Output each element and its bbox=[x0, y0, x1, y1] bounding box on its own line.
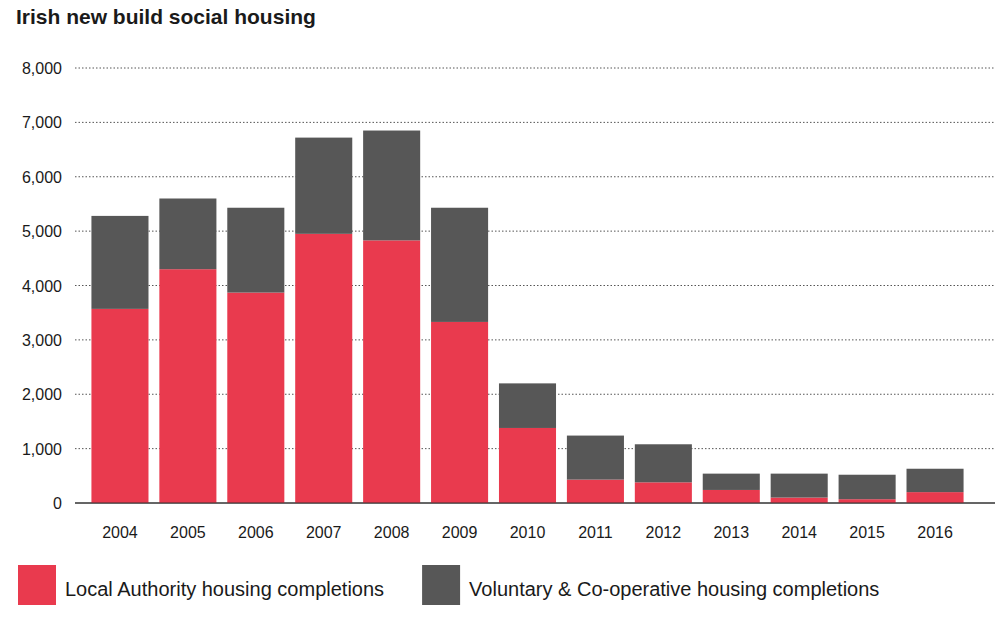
bar bbox=[227, 208, 284, 293]
bar bbox=[363, 240, 420, 503]
grid-line bbox=[75, 68, 995, 69]
chart-container: Irish new build social housing 0 1,000 2,00… bbox=[0, 0, 1000, 624]
bar bbox=[159, 199, 216, 270]
bar bbox=[635, 482, 692, 503]
bar bbox=[907, 469, 964, 492]
x-tick-label: 2013 bbox=[713, 524, 749, 541]
bar bbox=[907, 492, 964, 503]
chart-svg: Irish new build social housing 0 1,000 2,00… bbox=[0, 0, 1000, 624]
grid-line bbox=[75, 503, 995, 504]
bar bbox=[567, 436, 624, 480]
y-tick-label: 0 bbox=[53, 495, 62, 512]
x-tick-label: 2004 bbox=[102, 524, 138, 541]
x-tick-label: 2010 bbox=[510, 524, 546, 541]
bar bbox=[227, 293, 284, 503]
bar bbox=[839, 499, 896, 503]
y-tick-label: 4,000 bbox=[22, 278, 62, 295]
x-tick-label: 2014 bbox=[781, 524, 817, 541]
chart-title: Irish new build social housing bbox=[16, 5, 316, 28]
bar bbox=[839, 475, 896, 499]
bar bbox=[295, 234, 352, 503]
bar bbox=[771, 474, 828, 498]
bar bbox=[499, 428, 556, 503]
bar bbox=[91, 309, 148, 503]
bar bbox=[703, 490, 760, 503]
x-tick-label: 2008 bbox=[374, 524, 410, 541]
x-tick-label: 2011 bbox=[578, 524, 613, 541]
bar bbox=[635, 444, 692, 482]
grid bbox=[75, 68, 995, 503]
bar bbox=[431, 322, 488, 503]
y-tick-label: 3,000 bbox=[22, 332, 62, 349]
x-tick-label: 2005 bbox=[170, 524, 206, 541]
x-tick-label: 2016 bbox=[917, 524, 953, 541]
y-tick-label: 2,000 bbox=[22, 386, 62, 403]
bars bbox=[91, 131, 963, 503]
grid-line bbox=[75, 122, 995, 123]
bar bbox=[91, 216, 148, 309]
x-tick-label: 2006 bbox=[238, 524, 274, 541]
bar bbox=[295, 138, 352, 234]
legend-label: Local Authority housing completions bbox=[65, 578, 384, 600]
bar bbox=[363, 131, 420, 241]
legend-label: Voluntary & Co-operative housing complet… bbox=[469, 578, 879, 600]
bar bbox=[771, 498, 828, 503]
bar bbox=[159, 269, 216, 503]
bar bbox=[499, 383, 556, 428]
y-tick-label: 8,000 bbox=[22, 60, 62, 77]
y-tick-label: 5,000 bbox=[22, 223, 62, 240]
y-tick-label: 1,000 bbox=[22, 441, 62, 458]
x-tick-label: 2015 bbox=[849, 524, 885, 541]
baseline bbox=[75, 503, 995, 504]
legend-swatch bbox=[422, 565, 460, 605]
bar bbox=[431, 208, 488, 322]
x-tick-label: 2012 bbox=[646, 524, 682, 541]
bar bbox=[567, 480, 624, 503]
grid-line bbox=[75, 176, 995, 177]
y-tick-label: 6,000 bbox=[22, 169, 62, 186]
legend: Local Authority housing completions Volun… bbox=[18, 565, 879, 605]
x-tick-label: 2007 bbox=[306, 524, 342, 541]
y-tick-label: 7,000 bbox=[22, 114, 62, 131]
x-tick-label: 2009 bbox=[442, 524, 478, 541]
legend-swatch bbox=[18, 565, 56, 605]
bar bbox=[703, 474, 760, 490]
